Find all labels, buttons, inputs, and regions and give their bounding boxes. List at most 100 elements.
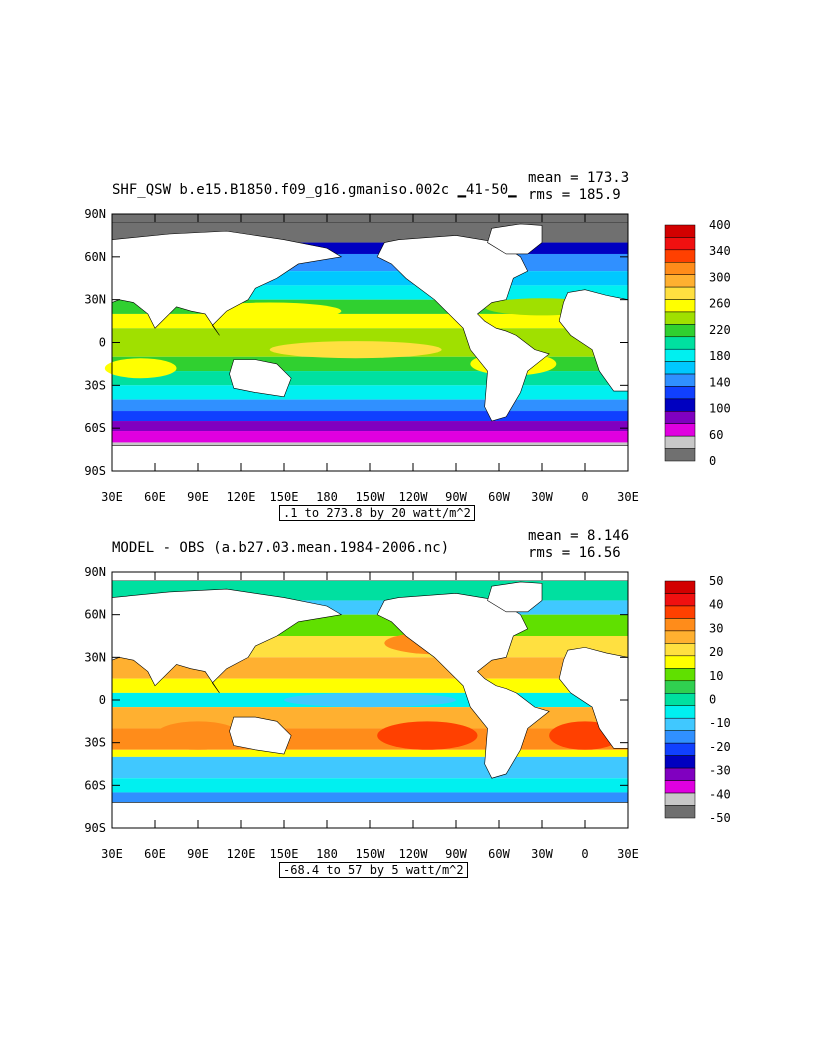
lon-label: 0 xyxy=(581,847,588,861)
field-anomaly xyxy=(104,358,177,379)
ocean-band xyxy=(112,792,628,803)
lat-label: 90S xyxy=(84,821,106,835)
lon-label: 90W xyxy=(445,490,467,504)
lon-label: 120W xyxy=(399,847,429,861)
colorbar-label: 40 xyxy=(709,598,723,612)
colorbar-label: -20 xyxy=(709,740,731,754)
field-anomaly xyxy=(284,692,456,708)
colorbar-label: -40 xyxy=(709,787,731,801)
lat-label: 60S xyxy=(84,421,106,435)
mean-label: mean = 8.146 xyxy=(528,528,630,544)
range-box: -68.4 to 57 by 5 watt/m^2 xyxy=(279,862,468,878)
lat-label: 90N xyxy=(84,207,106,221)
colorbar-label: 220 xyxy=(709,323,731,337)
colorbar-swatch xyxy=(664,580,696,594)
lon-label: 30W xyxy=(531,847,553,861)
ocean-band xyxy=(112,778,628,793)
colorbar-label: 60 xyxy=(709,428,723,442)
mean-label: mean = 173.3 xyxy=(528,170,630,186)
ocean-band xyxy=(112,431,628,443)
lon-label: 150W xyxy=(356,847,386,861)
landmass xyxy=(111,230,343,336)
lon-label: 60W xyxy=(488,847,510,861)
lat-label: 60N xyxy=(84,250,106,264)
landmass xyxy=(487,223,543,255)
lon-label: 30E xyxy=(101,847,123,861)
lon-label: 120E xyxy=(227,490,256,504)
lon-label: 60E xyxy=(144,490,166,504)
landmass xyxy=(558,289,629,392)
colorbar-label: -50 xyxy=(709,811,731,825)
colorbar-label: 140 xyxy=(709,375,731,389)
colorbar-swatch xyxy=(664,693,696,706)
lon-label: 30E xyxy=(101,490,123,504)
colorbar-swatch xyxy=(664,605,696,619)
colorbar-swatch xyxy=(664,717,696,731)
colorbar-swatch xyxy=(664,742,696,756)
lat-label: 60S xyxy=(84,778,106,792)
lon-label: 150E xyxy=(270,490,299,504)
lon-label: 30W xyxy=(531,490,553,504)
colorbar-label: 50 xyxy=(709,574,723,588)
colorbar-label: 0 xyxy=(709,693,716,707)
map-field xyxy=(111,571,629,829)
rms-label: rms = 185.9 xyxy=(528,187,621,203)
colorbar-label: 10 xyxy=(709,669,723,683)
lon-label: 90W xyxy=(445,847,467,861)
panel-title: MODEL - OBS (a.b27.03.mean.1984-2006.nc) xyxy=(112,540,450,556)
lon-label: 30E xyxy=(617,490,639,504)
colorbar-label: 30 xyxy=(709,621,723,635)
panel-title: SHF_QSW b.e15.B1850.f09_g16.gmaniso.002c… xyxy=(112,182,517,198)
colorbar-label: 340 xyxy=(709,244,731,258)
landmass xyxy=(558,647,629,749)
range-box: .1 to 273.8 by 20 watt/m^2 xyxy=(279,505,475,521)
colorbar-label: 300 xyxy=(709,270,731,284)
landmass xyxy=(229,716,292,755)
colorbar: 400 340 300 260 220 180 140 100 60 0 xyxy=(664,218,731,468)
colorbar-label: 260 xyxy=(709,297,731,311)
ocean-band xyxy=(112,411,628,422)
map-panel-top: 90N 60N 30N 0 30S 60S 90S 30E 60E 90E 120E 150E 180 1… xyxy=(84,170,731,521)
lon-label: 150E xyxy=(270,847,299,861)
colorbar-swatch xyxy=(664,668,696,682)
field-anomaly xyxy=(377,721,478,750)
lat-label: 0 xyxy=(99,336,106,350)
map-canvas-top: 90N 60N 30N 0 30S 60S 90S 30E 60E 90E 120E 150E 180 1… xyxy=(84,207,731,504)
colorbar-label: -30 xyxy=(709,764,731,778)
colorbar-swatch xyxy=(664,630,696,644)
landmass xyxy=(376,593,550,779)
colorbar: 50 40 30 20 10 0 -10 -20 -30 -40 -50 xyxy=(664,574,731,825)
landmass xyxy=(487,581,543,613)
lon-label: 60E xyxy=(144,847,166,861)
landmass xyxy=(376,235,550,422)
ocean-band xyxy=(112,678,628,693)
colorbar-swatch xyxy=(664,593,696,607)
colorbar-swatch xyxy=(664,780,696,794)
lon-label: 180 xyxy=(316,490,338,504)
lat-label: 30N xyxy=(84,293,106,307)
colorbar-swatch xyxy=(664,655,696,669)
colorbar-swatch xyxy=(664,680,696,694)
colorbar-swatch xyxy=(664,805,696,819)
lon-label: 180 xyxy=(316,847,338,861)
colorbar-label: -10 xyxy=(709,716,731,730)
ocean-band xyxy=(112,657,628,679)
colorbar-label: 180 xyxy=(709,349,731,363)
ocean-band xyxy=(112,242,628,254)
lat-label: 30S xyxy=(84,736,106,750)
lat-label: 0 xyxy=(99,693,106,707)
lon-label: 90E xyxy=(187,847,209,861)
lat-label: 90S xyxy=(84,464,106,478)
field-anomaly xyxy=(155,721,241,750)
colorbar-swatch xyxy=(664,767,696,781)
lon-label: 150W xyxy=(356,490,386,504)
colorbar-label: 400 xyxy=(709,218,731,232)
lon-label: 60W xyxy=(488,490,510,504)
colorbar-label: 20 xyxy=(709,645,723,659)
field-anomaly xyxy=(269,341,442,359)
colorbar-label: 0 xyxy=(709,454,716,468)
lat-label: 60N xyxy=(84,608,106,622)
colorbar-swatch xyxy=(664,448,696,462)
colorbar-swatch xyxy=(664,618,696,632)
